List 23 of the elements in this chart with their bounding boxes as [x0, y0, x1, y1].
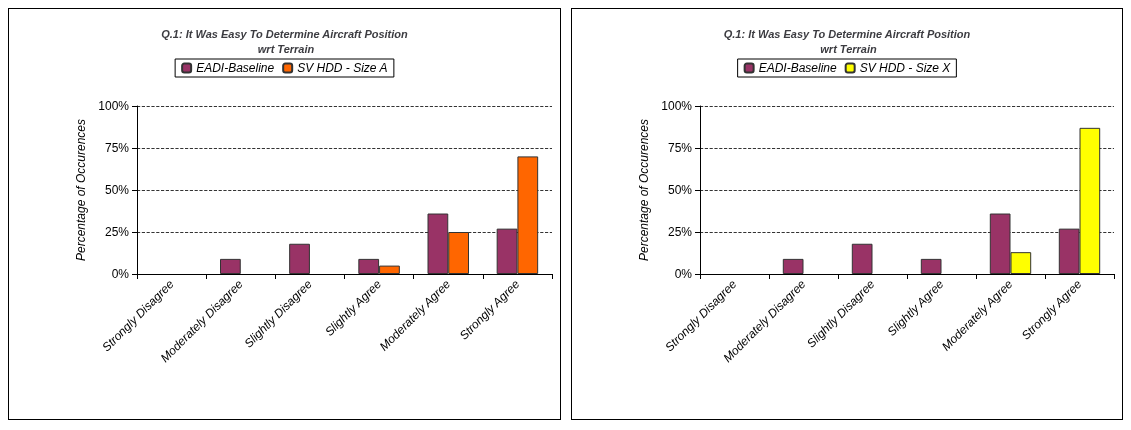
bar — [920, 258, 942, 274]
bar — [289, 243, 310, 274]
legend-label: SV HDD - Size A — [297, 61, 388, 75]
y-tick-label: 0% — [674, 267, 693, 281]
y-tick-label: 0% — [111, 267, 130, 281]
y-tick-label: 100% — [661, 99, 693, 113]
legend-label: EADI-Baseline — [196, 61, 275, 75]
y-tick-label: 25% — [104, 225, 130, 239]
legend-label: SV HDD - Size X — [859, 61, 952, 75]
y-tick-label: 50% — [104, 183, 130, 197]
y-tick-label: 100% — [98, 99, 130, 113]
bar — [782, 258, 804, 274]
bar — [220, 258, 241, 274]
y-tick-label: 25% — [667, 225, 693, 239]
y-tick-label: 75% — [667, 141, 693, 155]
legend-label: EADI-Baseline — [758, 61, 837, 75]
bar — [851, 243, 873, 274]
y-axis-title: Percentage of Occurences — [637, 118, 652, 262]
y-tick-label: 50% — [667, 183, 693, 197]
y-tick-label: 75% — [104, 141, 130, 155]
chart-title: Q.1: It Was Easy To Determine Aircraft Position wrt Terrain — [723, 27, 971, 55]
chart-title: Q.1: It Was Easy To Determine Aircraft Position wrt Terrain — [161, 27, 409, 55]
y-axis-title: Percentage of Occurences — [74, 118, 89, 262]
